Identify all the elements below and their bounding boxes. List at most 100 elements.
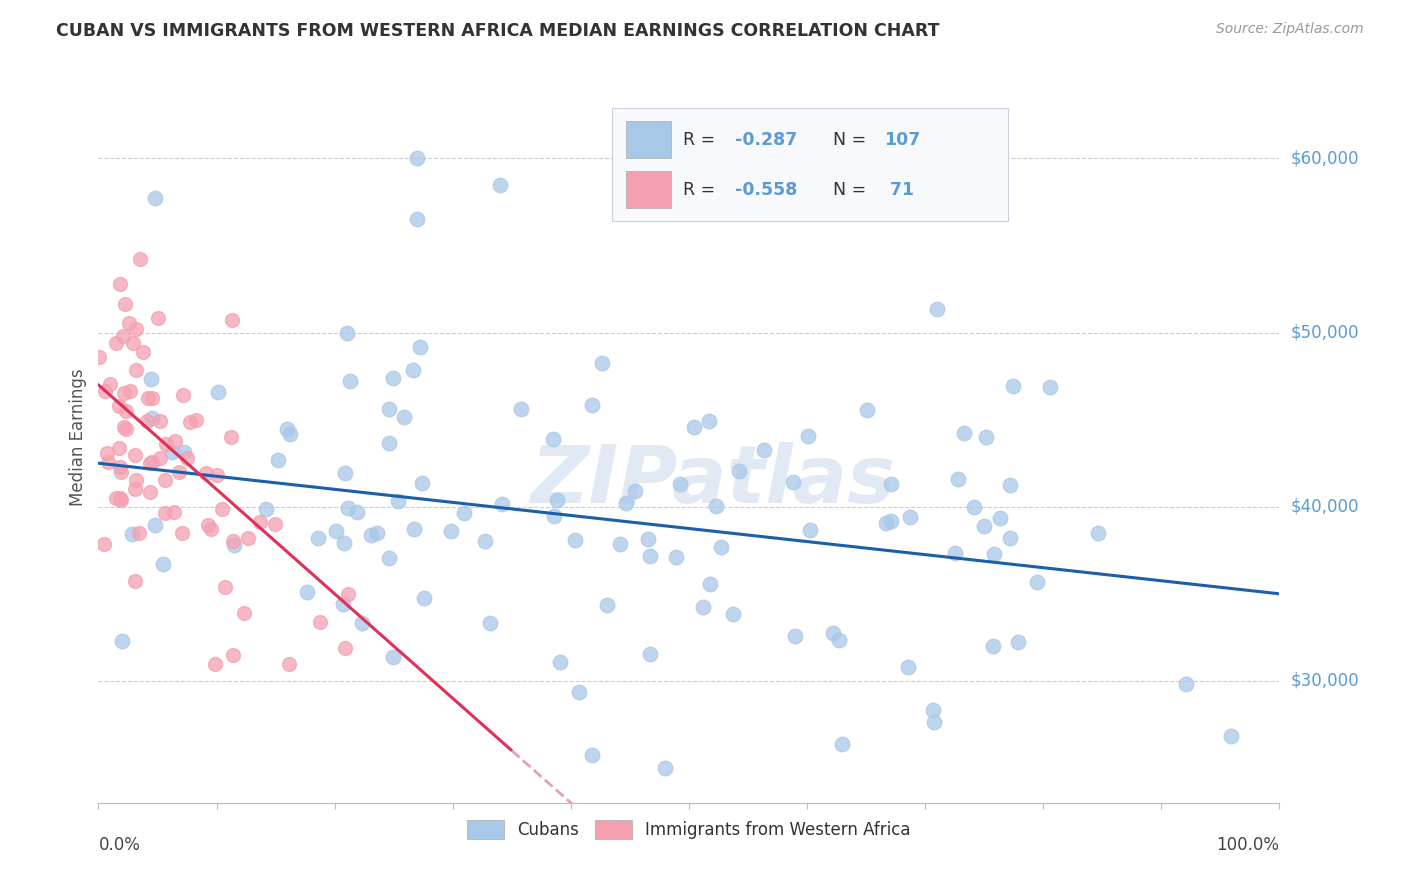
Point xyxy=(100,377,122,392)
Point xyxy=(167,466,190,480)
Point xyxy=(162,444,184,458)
Point xyxy=(543,509,565,524)
Point xyxy=(87,350,110,364)
Point xyxy=(1175,677,1198,691)
Point xyxy=(799,523,821,537)
Point xyxy=(1220,729,1243,743)
Point xyxy=(125,473,148,487)
Point xyxy=(125,322,148,336)
Point xyxy=(200,522,222,536)
FancyBboxPatch shape xyxy=(626,121,671,158)
Point xyxy=(1087,526,1109,541)
Point xyxy=(224,538,246,552)
Point xyxy=(387,493,409,508)
Text: 71: 71 xyxy=(884,180,914,199)
Point xyxy=(683,419,706,434)
Point xyxy=(581,398,603,412)
Text: ZIPatlas: ZIPatlas xyxy=(530,442,896,520)
Point xyxy=(541,432,564,446)
Point xyxy=(1007,635,1029,649)
Point xyxy=(263,516,285,531)
Point xyxy=(108,442,131,456)
Point xyxy=(568,685,591,699)
Point xyxy=(222,534,245,549)
Point xyxy=(254,502,277,516)
Point xyxy=(828,632,851,647)
Point xyxy=(172,388,194,402)
Point xyxy=(927,301,949,316)
Text: 107: 107 xyxy=(884,130,920,149)
Point xyxy=(377,401,399,416)
Point xyxy=(108,459,131,474)
Point xyxy=(333,641,356,656)
Point xyxy=(138,456,160,470)
Point xyxy=(998,478,1021,492)
Point xyxy=(624,483,647,498)
Point xyxy=(232,607,254,621)
Point xyxy=(153,473,176,487)
Point xyxy=(752,442,775,457)
Text: -0.287: -0.287 xyxy=(735,130,797,149)
Point xyxy=(110,465,132,479)
Point xyxy=(699,576,721,591)
Point xyxy=(360,528,382,542)
Point xyxy=(121,526,143,541)
Legend: Cubans, Immigrants from Western Africa: Cubans, Immigrants from Western Africa xyxy=(460,814,918,846)
Point xyxy=(609,537,631,551)
Point xyxy=(155,437,177,451)
Point xyxy=(114,297,136,311)
Text: -0.558: -0.558 xyxy=(735,180,797,199)
Text: CUBAN VS IMMIGRANTS FROM WESTERN AFRICA MEDIAN EARNINGS CORRELATION CHART: CUBAN VS IMMIGRANTS FROM WESTERN AFRICA … xyxy=(56,22,939,40)
Point xyxy=(974,430,997,444)
Point xyxy=(219,430,242,444)
Point xyxy=(856,402,879,417)
Point xyxy=(614,496,637,510)
Point xyxy=(509,401,531,416)
Point xyxy=(943,546,966,560)
Point xyxy=(124,574,146,589)
Point xyxy=(163,504,186,518)
Text: $60,000: $60,000 xyxy=(1291,150,1360,168)
Point xyxy=(267,453,290,467)
Point xyxy=(564,533,586,547)
Point xyxy=(453,506,475,520)
Point xyxy=(550,655,572,669)
Point xyxy=(132,344,155,359)
Point xyxy=(381,371,404,385)
Point xyxy=(392,409,415,424)
Point xyxy=(692,600,714,615)
Text: N =: N = xyxy=(823,130,872,149)
Point xyxy=(308,615,330,630)
Point xyxy=(111,634,134,648)
Text: $50,000: $50,000 xyxy=(1291,324,1360,342)
Point xyxy=(474,533,496,548)
Point xyxy=(117,316,139,330)
Point xyxy=(337,501,360,516)
Point xyxy=(710,541,733,555)
Point xyxy=(194,467,217,481)
Point xyxy=(120,384,142,399)
Point xyxy=(797,429,820,443)
Point xyxy=(114,403,136,417)
Point xyxy=(332,536,354,550)
Point xyxy=(637,532,659,546)
Point xyxy=(141,455,163,469)
FancyBboxPatch shape xyxy=(626,171,671,208)
Point xyxy=(1026,575,1049,590)
Point xyxy=(336,587,359,601)
Point xyxy=(669,476,692,491)
Point xyxy=(406,152,429,166)
Point xyxy=(108,491,131,505)
Point xyxy=(276,421,298,435)
Point xyxy=(336,326,359,341)
Point xyxy=(406,212,429,227)
Point xyxy=(983,547,1005,561)
Point xyxy=(115,422,138,436)
Point xyxy=(297,585,319,599)
Point xyxy=(197,518,219,533)
Point xyxy=(211,502,233,516)
Point xyxy=(332,597,354,611)
Point xyxy=(953,426,976,441)
Point xyxy=(104,336,127,351)
Text: $30,000: $30,000 xyxy=(1291,672,1360,690)
